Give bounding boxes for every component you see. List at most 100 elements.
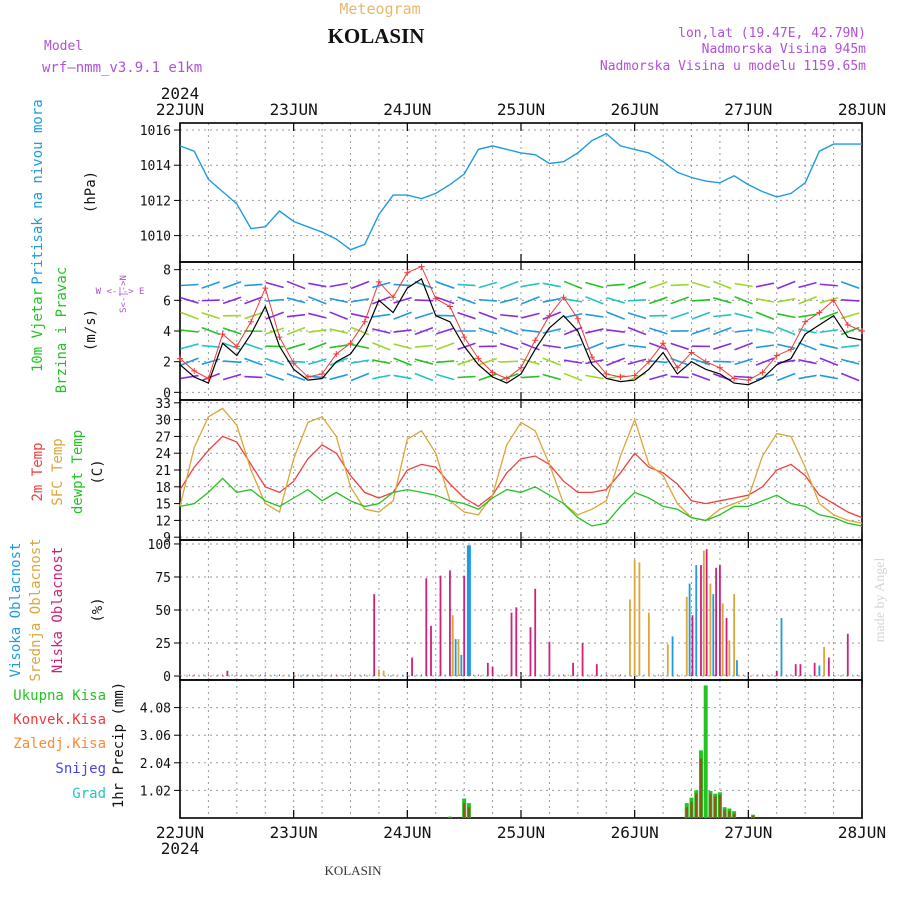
wind-arrow [500,313,519,318]
cloud-bar-mid [638,562,641,677]
y-tick-label: 0 [163,386,171,401]
y-tick-label: 2 [163,356,171,371]
wind-arrow [776,326,796,336]
pressure-ylabel: Pritisak na nivou mora [30,99,46,284]
wind-gust-marker [276,334,283,341]
wind-arrow [180,357,199,366]
wind-arrow [244,375,263,379]
y-tick-label: 6 [163,294,171,309]
wind-arrow [691,327,711,335]
wind-arrow [670,283,689,287]
cloud-bar-low [725,617,728,677]
wind-arrow [329,282,348,288]
wind-arrow [286,326,306,336]
y-tick-label: 15 [155,498,171,513]
wind-arrow [606,357,626,366]
wind-gust-marker [233,343,240,350]
wind-arrow [563,280,583,290]
legend-hail: Grad [72,786,106,802]
precip-bar-conv [723,809,726,818]
wind-arrow [627,280,647,290]
day-label-top: 23JUN [270,100,318,119]
wind-arrow [435,342,455,351]
cloud-bar-low [581,643,584,677]
wind-arrow [776,372,796,382]
cloud-bar-low [486,662,489,677]
wind-arrow [286,360,306,363]
wind-arrow [265,281,284,289]
cloud-bar-low [425,578,428,677]
legend-snow: Snijeg [55,761,106,777]
wind-arrow [713,314,732,318]
wind-arrow [350,298,370,303]
wind-arrow [691,373,711,381]
wind-arrow [819,297,839,304]
wind-arrow [414,312,434,320]
day-label-top: 24JUN [383,100,431,119]
wind-arrow [435,281,455,289]
precip-bar-conv [467,807,471,818]
day-label-bottom: 24JUN [383,823,431,842]
wind-arrow [350,359,370,365]
wind-ylabel-sub: Brzina i Pravac [54,267,70,393]
wind-arrow [755,357,775,366]
cloud-bar-low [705,549,708,677]
wind-arrow [499,297,519,304]
wind-gust-marker [645,358,652,365]
wind-arrow [222,296,242,305]
cloud-bar-high [818,665,821,677]
precip-bar-conv [728,811,731,818]
wind-arrow [499,342,519,350]
wind-arrow [457,283,476,287]
wind-arrow [691,311,711,320]
wind-arrow [286,280,306,290]
day-label-top: 28JUN [838,100,886,119]
wind-gust-marker [574,315,581,322]
wind-arrow [734,296,753,305]
wind-gust-marker [347,340,354,347]
wind-gust-marker [660,340,667,347]
wind-arrow [819,357,839,366]
cloud-bar-low [775,670,778,677]
cloud-bar-low [430,625,432,677]
wind-arrow [244,283,263,287]
wind-arrow [819,343,839,350]
wind-arrow [755,297,775,303]
wind-arrow [840,372,860,382]
cloud-bar-low [534,588,537,677]
wind-arrow [201,312,221,320]
panel-frame [179,679,863,819]
wind-gust-marker [290,360,297,367]
cloud-bar-low [572,662,574,677]
cloud-bar-low [691,615,694,677]
wind-arrow [244,296,263,305]
wind-gust-marker [177,355,183,362]
wind-gust-marker [816,309,823,316]
model-name: wrf—nmm_v3.9.1 e1km [42,60,202,76]
wind-arrow [286,297,306,304]
wind-arrow [393,374,412,380]
wind-arrow [244,357,263,366]
precip-bar-conv [695,793,698,818]
wind-arrow [691,298,711,302]
y-tick-label: 3.06 [140,729,171,744]
wind-arrow [734,342,753,351]
cloud-bar-mid [728,640,731,677]
day-label-bottom: 28JUN [838,823,886,842]
wind-arrow [222,373,242,381]
bottom-day-labels: 22JUN 23JUN 24JUN 25JUN 26JUN 27JUN 28JUN [156,823,886,842]
wind-arrow [755,311,775,320]
wind-arrow [585,296,604,305]
cloud-bar-low [226,670,229,677]
wind-gust-marker [205,375,212,382]
wind-gust-marker [503,375,510,382]
dewpt-line [179,477,863,527]
cloud-bar-low [529,627,532,677]
cloud-bar-high [460,654,463,677]
wind-arrow [372,313,391,318]
wind-arrow [372,359,391,365]
cloud-bar-low [827,657,830,677]
precip-bar-conv [685,807,688,818]
wind-arrow [414,326,434,336]
